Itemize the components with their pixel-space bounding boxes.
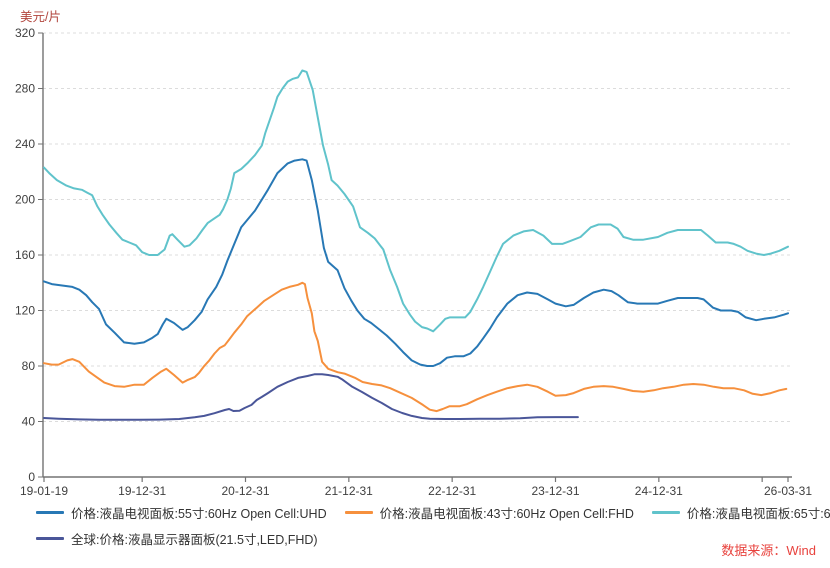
svg-text:40: 40 (22, 415, 36, 429)
svg-text:24-12-31: 24-12-31 (635, 484, 683, 498)
svg-text:23-12-31: 23-12-31 (531, 484, 579, 498)
svg-text:160: 160 (15, 248, 35, 262)
legend-label-65inch: 价格:液晶电视面板:65寸:60Hz Open Cell:UHD (686, 507, 830, 521)
legend-item-monitor: 全球:价格:液晶显示器面板(21.5寸,LED,FHD) (36, 529, 318, 548)
legend-swatch-65inch (651, 511, 680, 514)
legend-label-43inch: 价格:液晶电视面板:43寸:60Hz Open Cell:FHD (379, 507, 634, 521)
legend-item-43inch: 价格:液晶电视面板:43寸:60Hz Open Cell:FHD (344, 503, 634, 522)
legend-row-1: 价格:液晶电视面板:55寸:60Hz Open Cell:UHD 价格:液晶电视… (36, 503, 830, 522)
svg-text:80: 80 (22, 359, 36, 373)
svg-text:240: 240 (15, 137, 35, 151)
legend-row-2: 全球:价格:液晶显示器面板(21.5寸,LED,FHD) (36, 529, 830, 548)
legend-label-55inch: 价格:液晶电视面板:55寸:60Hz Open Cell:UHD (71, 507, 327, 521)
svg-text:280: 280 (15, 82, 35, 96)
svg-text:20-12-31: 20-12-31 (221, 484, 269, 498)
svg-text:200: 200 (15, 193, 35, 207)
legend-swatch-43inch (344, 511, 373, 514)
legend-item-55inch: 价格:液晶电视面板:55寸:60Hz Open Cell:UHD (36, 503, 327, 522)
svg-text:120: 120 (15, 304, 35, 318)
svg-text:19-12-31: 19-12-31 (118, 484, 166, 498)
legend-swatch-monitor (36, 537, 64, 540)
svg-text:320: 320 (15, 26, 35, 40)
legend: 价格:液晶电视面板:55寸:60Hz Open Cell:UHD 价格:液晶电视… (36, 503, 830, 548)
legend-swatch-55inch (36, 511, 64, 514)
line-chart: 0 40 80 120 160 200 240 280 320 19-01-19 19-12-31 2… (15, 26, 812, 498)
legend-label-monitor: 全球:价格:液晶显示器面板(21.5寸,LED,FHD) (71, 533, 318, 547)
legend-item-65inch: 价格:液晶电视面板:65寸:60Hz Open Cell:UHD (651, 503, 830, 522)
svg-text:26-03-31: 26-03-31 (764, 484, 812, 498)
svg-text:0: 0 (28, 470, 35, 484)
svg-text:21-12-31: 21-12-31 (325, 484, 373, 498)
svg-text:19-01-19: 19-01-19 (20, 484, 68, 498)
svg-text:22-12-31: 22-12-31 (428, 484, 476, 498)
data-source-label: 数据来源：Wind (721, 543, 816, 558)
y-axis-unit-label: 美元/片 (20, 10, 61, 24)
